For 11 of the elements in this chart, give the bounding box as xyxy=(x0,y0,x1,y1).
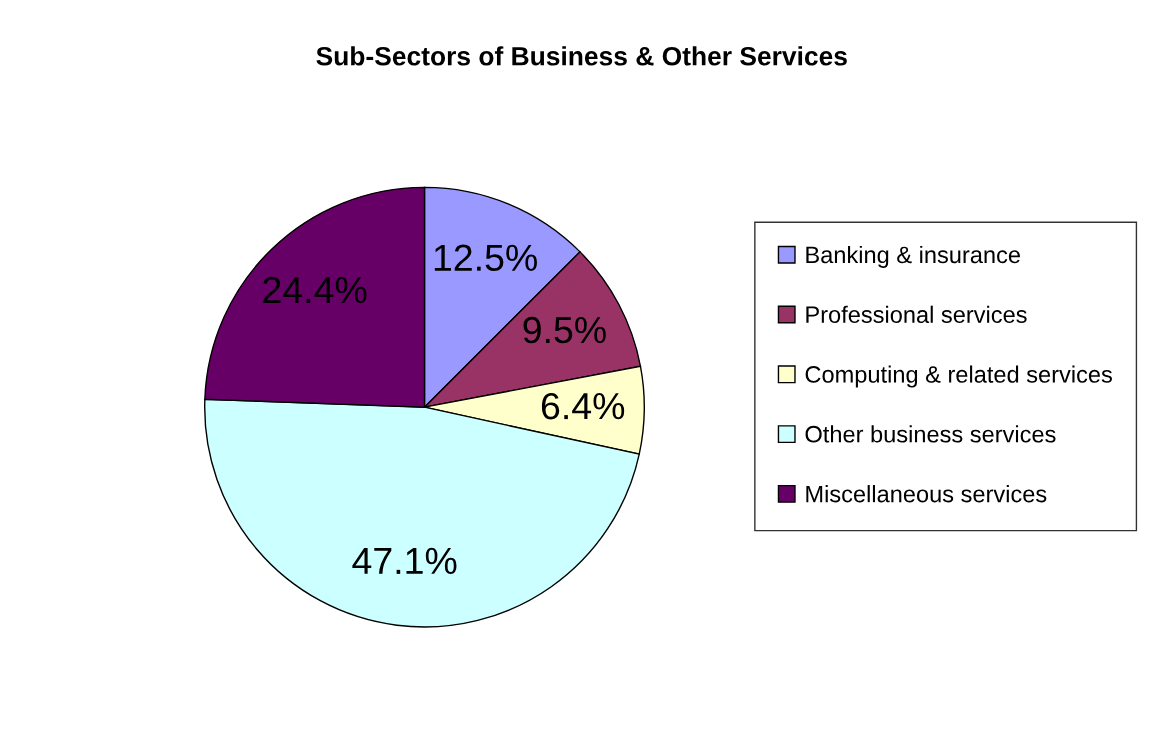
legend-label: Professional services xyxy=(806,305,1027,324)
legend-label: Computing & related services xyxy=(805,365,1112,388)
legend-label: Other business services xyxy=(805,425,1056,443)
data-label: 47.1% xyxy=(352,547,457,575)
legend-label: Banking & insurance xyxy=(806,245,1020,268)
data-label: 12.5% xyxy=(434,244,537,272)
data-label: 6.4% xyxy=(541,392,625,420)
data-label: 24.4% xyxy=(263,276,367,304)
legend-label: Miscellaneous services xyxy=(806,485,1047,503)
chart-title: Sub-Sectors of Business & Other Services xyxy=(316,46,847,66)
data-label: 9.5% xyxy=(523,316,606,344)
